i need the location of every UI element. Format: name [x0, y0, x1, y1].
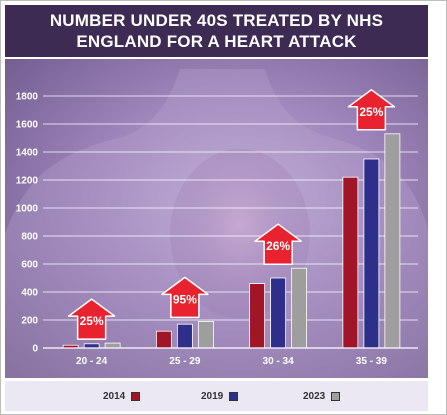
- y-tick-label: 1800: [16, 92, 39, 103]
- y-tick-label: 600: [21, 260, 38, 271]
- y-tick-label: 1400: [16, 148, 39, 159]
- bar: [270, 277, 287, 349]
- growth-label: 26%: [266, 239, 290, 253]
- growth-label: 25%: [80, 314, 104, 328]
- y-tick-label: 1000: [16, 204, 39, 215]
- y-tick-label: 1600: [16, 120, 39, 131]
- y-tick-label: 1200: [16, 176, 39, 187]
- bar: [104, 342, 121, 349]
- bar: [155, 330, 172, 349]
- bar: [342, 176, 359, 349]
- y-tick-label: 0: [32, 344, 38, 355]
- growth-arrow: [347, 89, 396, 131]
- y-tick-label: 200: [21, 316, 38, 327]
- x-tick-label: 30 - 34: [263, 356, 295, 367]
- bar: [363, 158, 380, 349]
- x-tick-label: 25 - 29: [169, 356, 201, 367]
- legend-label-2023: 2023: [303, 390, 326, 402]
- growth-label: 25%: [359, 105, 383, 119]
- bar: [291, 267, 308, 349]
- legend: 2014 2019 2023: [5, 381, 428, 411]
- growth-arrow: [67, 298, 116, 340]
- legend-item-2014: 2014: [103, 389, 141, 403]
- legend-swatch-2014: [131, 391, 141, 401]
- growth-arrow: [161, 276, 209, 319]
- bar: [83, 343, 100, 349]
- growth-label: 95%: [173, 292, 197, 306]
- y-tick-label: 400: [21, 288, 38, 299]
- chart-svg: 25% 95% 26% 25% 0 200 400 600 800 1000 1200 1400 16…: [5, 59, 428, 378]
- bar: [384, 133, 401, 349]
- y-tick-label: 800: [21, 232, 38, 243]
- x-tick-label: 20 - 24: [76, 356, 108, 367]
- legend-swatch-2019: [229, 391, 239, 401]
- heart-illustration: [170, 149, 310, 319]
- legend-label-2014: 2014: [103, 390, 126, 402]
- chart-title: NUMBER UNDER 40S TREATED BY NHS ENGLAND …: [5, 5, 428, 57]
- legend-item-2023: 2023: [303, 389, 341, 403]
- growth-arrow: [254, 223, 302, 265]
- bar: [249, 283, 266, 349]
- plot-area: 25% 95% 26% 25% 0 200 400 600 800 1000 1200 1400 16…: [5, 59, 428, 378]
- legend-swatch-2023: [331, 391, 341, 401]
- legend-item-2019: 2019: [201, 389, 239, 403]
- bar: [176, 323, 193, 349]
- x-tick-label: 35 - 39: [356, 356, 388, 367]
- legend-label-2019: 2019: [201, 390, 224, 402]
- bar: [197, 320, 214, 349]
